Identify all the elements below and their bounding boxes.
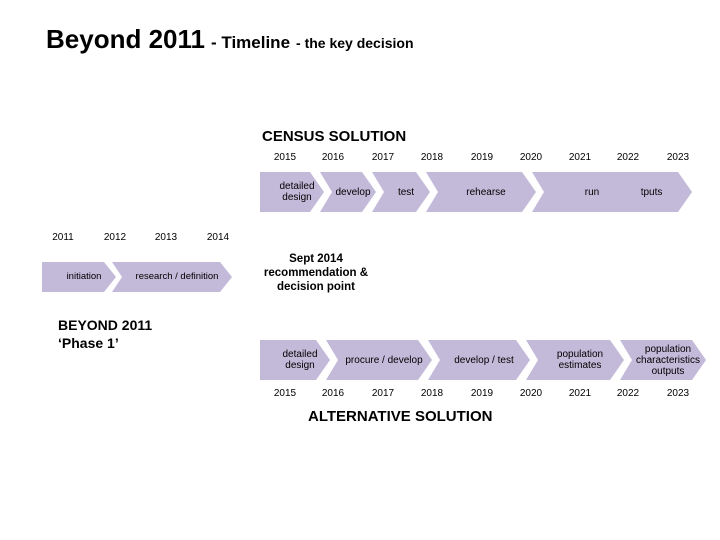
section-label-census: CENSUS SOLUTION <box>262 128 406 145</box>
arrow-label: develop <box>335 187 370 198</box>
page-title: Beyond 2011 - Timeline - the key decisio… <box>0 0 720 55</box>
census-arrow: rehearse <box>426 172 536 212</box>
year-top: 2023 <box>663 152 693 163</box>
census-arrow: run <box>532 172 642 212</box>
year-left: 2013 <box>151 232 181 243</box>
census-arrow: detailed design <box>260 172 324 212</box>
year-bot: 2023 <box>663 388 693 399</box>
alt-arrow: population estimates <box>526 340 624 380</box>
arrow-label: detailed design <box>270 181 324 203</box>
year-bot: 2015 <box>270 388 300 399</box>
decision-point: Sept 2014 recommendation & decision poin… <box>256 252 376 294</box>
year-top: 2019 <box>467 152 497 163</box>
arrow-label: population estimates <box>536 349 624 371</box>
arrow-label: test <box>398 187 414 198</box>
arrow-label: detailed design <box>270 349 330 371</box>
year-left: 2011 <box>48 232 78 243</box>
year-bot: 2018 <box>417 388 447 399</box>
year-bot: 2017 <box>368 388 398 399</box>
year-top: 2017 <box>368 152 398 163</box>
phase1-arrow: research / definition <box>112 262 232 292</box>
arrow-label: research / definition <box>136 272 219 282</box>
year-bot: 2020 <box>516 388 546 399</box>
alt-arrow: develop / test <box>428 340 530 380</box>
title-main: Beyond 2011 <box>46 24 205 55</box>
year-top: 2021 <box>565 152 595 163</box>
title-sub2: - the key decision <box>296 35 413 51</box>
arrow-label: rehearse <box>466 187 505 198</box>
year-top: 2016 <box>318 152 348 163</box>
census-arrow: test <box>372 172 430 212</box>
section-label-alt: ALTERNATIVE SOLUTION <box>308 408 492 425</box>
year-bot: 2019 <box>467 388 497 399</box>
year-left: 2014 <box>203 232 233 243</box>
year-top: 2022 <box>613 152 643 163</box>
alt-arrow: population characteristics outputs <box>620 340 706 380</box>
year-bot: 2022 <box>613 388 643 399</box>
alt-arrow: procure / develop <box>326 340 432 380</box>
arrow-label: procure / develop <box>345 355 422 366</box>
arrow-label: develop / test <box>454 355 513 366</box>
year-bot: 2021 <box>565 388 595 399</box>
year-top: 2015 <box>270 152 300 163</box>
arrow-label: run <box>585 187 599 198</box>
alt-arrow: detailed design <box>260 340 330 380</box>
arrow-label: initiation <box>67 272 102 282</box>
year-left: 2012 <box>100 232 130 243</box>
year-bot: 2016 <box>318 388 348 399</box>
census-arrow: develop <box>320 172 376 212</box>
arrow-label: population characteristics outputs <box>630 344 706 377</box>
year-top: 2018 <box>417 152 447 163</box>
title-sub1: - Timeline <box>211 33 290 53</box>
phase1-label: BEYOND 2011‘Phase 1’ <box>58 316 152 352</box>
year-top: 2020 <box>516 152 546 163</box>
phase1-arrow: initiation <box>42 262 116 292</box>
